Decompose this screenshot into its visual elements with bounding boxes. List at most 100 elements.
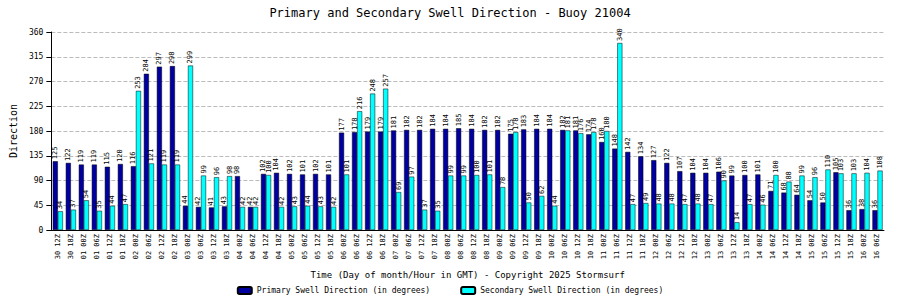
svg-text:98: 98 <box>233 166 241 174</box>
svg-text:02 06Z: 02 06Z <box>145 234 153 259</box>
svg-text:13 18Z: 13 18Z <box>743 234 751 259</box>
svg-text:176: 176 <box>577 119 585 132</box>
svg-text:248: 248 <box>369 79 377 92</box>
svg-text:36: 36 <box>845 200 853 208</box>
svg-text:100: 100 <box>265 160 273 173</box>
svg-text:98: 98 <box>226 166 234 174</box>
svg-text:06 12Z: 06 12Z <box>366 234 374 259</box>
svg-text:100: 100 <box>741 160 749 173</box>
svg-text:08 18Z: 08 18Z <box>483 234 491 259</box>
svg-text:15 06Z: 15 06Z <box>821 234 829 259</box>
svg-text:104: 104 <box>702 158 710 171</box>
svg-text:07 00Z: 07 00Z <box>392 234 400 259</box>
svg-text:297: 297 <box>155 52 163 65</box>
svg-text:03 12Z: 03 12Z <box>210 234 218 259</box>
svg-text:182: 182 <box>494 115 502 128</box>
svg-text:15 12Z: 15 12Z <box>834 234 842 259</box>
svg-text:177: 177 <box>338 118 346 131</box>
svg-text:12 00Z: 12 00Z <box>652 234 660 259</box>
svg-text:47: 47 <box>746 194 754 202</box>
svg-text:184: 184 <box>533 114 541 127</box>
svg-text:270: 270 <box>29 77 44 86</box>
svg-text:11 18Z: 11 18Z <box>639 234 647 259</box>
svg-text:148: 148 <box>611 134 619 147</box>
svg-text:30 18Z: 30 18Z <box>67 234 75 259</box>
svg-text:178: 178 <box>590 117 598 130</box>
svg-text:03 18Z: 03 18Z <box>223 234 231 259</box>
svg-text:315: 315 <box>29 52 44 61</box>
svg-text:101: 101 <box>754 160 762 173</box>
svg-text:43: 43 <box>220 196 228 204</box>
svg-text:102: 102 <box>286 159 294 172</box>
svg-text:119: 119 <box>77 150 85 163</box>
svg-text:122: 122 <box>663 148 671 161</box>
svg-text:116: 116 <box>129 152 137 165</box>
svg-text:42: 42 <box>194 196 202 204</box>
svg-text:12 18Z: 12 18Z <box>691 234 699 259</box>
svg-text:Time (Day of month/Hour in GMT: Time (Day of month/Hour in GMT) - Copyri… <box>311 270 625 280</box>
svg-text:180: 180 <box>29 127 44 136</box>
svg-text:110: 110 <box>824 155 832 168</box>
svg-text:35: 35 <box>434 200 442 208</box>
svg-text:99: 99 <box>728 165 736 173</box>
svg-text:06 06Z: 06 06Z <box>353 234 361 259</box>
svg-text:05 06Z: 05 06Z <box>301 234 309 259</box>
svg-text:182: 182 <box>481 115 489 128</box>
svg-text:04 06Z: 04 06Z <box>249 234 257 259</box>
svg-text:48: 48 <box>668 193 676 201</box>
svg-text:71: 71 <box>767 181 775 189</box>
svg-text:08 06Z: 08 06Z <box>457 234 465 259</box>
svg-text:179: 179 <box>377 117 385 130</box>
svg-text:04 00Z: 04 00Z <box>236 234 244 259</box>
svg-text:38: 38 <box>858 199 866 207</box>
svg-text:42: 42 <box>330 196 338 204</box>
svg-text:119: 119 <box>173 150 181 163</box>
svg-text:36: 36 <box>871 200 879 208</box>
svg-text:108: 108 <box>876 156 884 169</box>
svg-text:09 18Z: 09 18Z <box>535 234 543 259</box>
svg-text:102: 102 <box>312 159 320 172</box>
svg-text:64: 64 <box>793 184 801 192</box>
svg-text:08 00Z: 08 00Z <box>444 234 452 259</box>
svg-text:10 18Z: 10 18Z <box>587 234 595 259</box>
svg-text:11 06Z: 11 06Z <box>613 234 621 259</box>
svg-text:14 06Z: 14 06Z <box>769 234 777 259</box>
svg-text:122: 122 <box>64 148 72 161</box>
svg-text:15 18Z: 15 18Z <box>847 234 855 259</box>
svg-text:06 00Z: 06 00Z <box>340 234 348 259</box>
svg-text:340: 340 <box>616 28 624 41</box>
svg-text:101: 101 <box>486 160 494 173</box>
svg-text:184: 184 <box>546 114 554 127</box>
svg-text:05 12Z: 05 12Z <box>314 234 322 259</box>
svg-text:10 00Z: 10 00Z <box>548 234 556 259</box>
svg-text:181: 181 <box>564 116 572 129</box>
svg-text:179: 179 <box>364 117 372 130</box>
svg-text:45: 45 <box>34 201 44 210</box>
svg-text:134: 134 <box>637 142 645 155</box>
svg-text:99: 99 <box>447 165 455 173</box>
svg-text:62: 62 <box>538 185 546 193</box>
svg-text:125: 125 <box>51 147 59 160</box>
svg-text:43: 43 <box>291 196 299 204</box>
svg-text:43: 43 <box>317 196 325 204</box>
svg-text:127: 127 <box>650 145 658 158</box>
svg-text:13 06Z: 13 06Z <box>717 234 725 259</box>
svg-text:184: 184 <box>442 114 450 127</box>
svg-text:184: 184 <box>468 114 476 127</box>
svg-text:03 00Z: 03 00Z <box>184 234 192 259</box>
svg-text:41: 41 <box>207 197 215 205</box>
svg-text:47: 47 <box>629 194 637 202</box>
svg-text:184: 184 <box>429 114 437 127</box>
svg-text:115: 115 <box>103 152 111 165</box>
svg-text:107: 107 <box>676 156 684 169</box>
svg-text:54: 54 <box>82 190 90 198</box>
svg-text:46: 46 <box>759 194 767 202</box>
svg-text:05 00Z: 05 00Z <box>288 234 296 259</box>
svg-text:07 12Z: 07 12Z <box>418 234 426 259</box>
svg-text:03 06Z: 03 06Z <box>197 234 205 259</box>
svg-text:181: 181 <box>390 116 398 129</box>
svg-text:16 00Z: 16 00Z <box>860 234 868 259</box>
svg-text:13 00Z: 13 00Z <box>704 234 712 259</box>
svg-text:96: 96 <box>811 167 819 175</box>
svg-text:99: 99 <box>798 165 806 173</box>
